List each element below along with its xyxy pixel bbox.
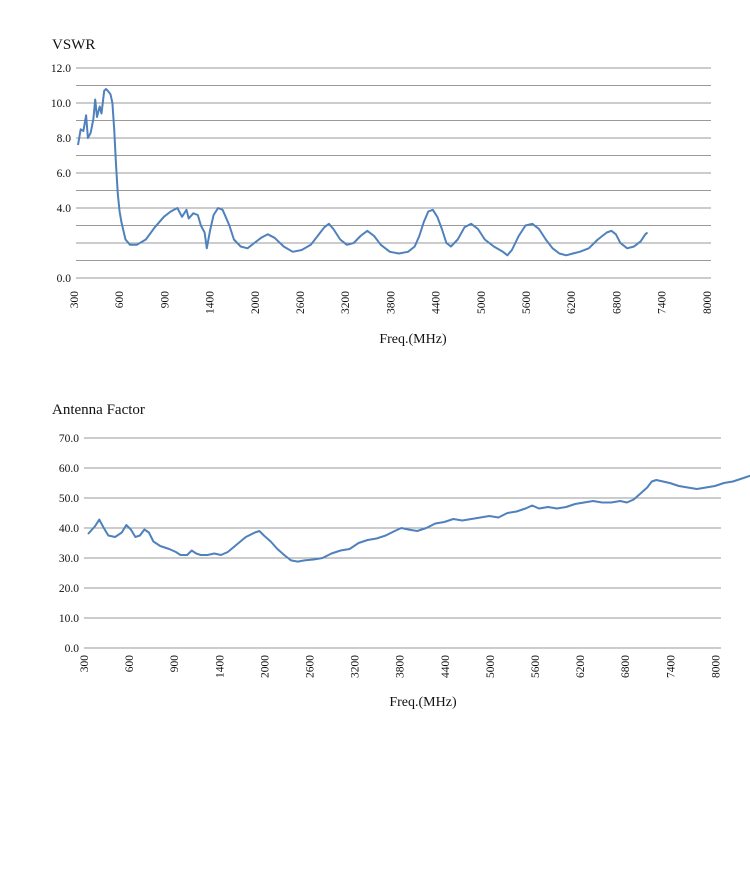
vswr-chart: VSWR 0.0 4.0 6.0 8.0 10.0 12.0 300 600 900 1400 2… — [51, 37, 714, 347]
c1-x-tick-label: 1400 — [205, 291, 217, 314]
c1-x-tick-label: 300 — [69, 291, 81, 309]
c2-y-tick-label: 40.0 — [59, 523, 79, 535]
c2-x-tick-label: 2000 — [259, 655, 271, 678]
c2-x-tick-label: 300 — [79, 655, 91, 673]
antenna-factor-x-axis-label: Freq.(MHz) — [389, 695, 457, 710]
c2-x-tick-label: 8000 — [710, 655, 722, 678]
c2-x-tick-label: 900 — [169, 655, 181, 673]
c2-y-tick-label: 50.0 — [59, 493, 79, 505]
c1-x-tick-label: 8000 — [702, 291, 714, 314]
c2-x-tick-label: 3200 — [350, 655, 362, 678]
antenna-factor-chart-title: Antenna Factor — [52, 402, 145, 418]
c1-y-tick-label: 10.0 — [51, 98, 71, 110]
antenna-factor-series-line — [87, 474, 750, 563]
c2-x-tick-label: 6800 — [620, 655, 632, 678]
c2-y-tick-label: 60.0 — [59, 463, 79, 475]
c1-y-tick-label: 6.0 — [57, 168, 72, 180]
c2-x-tick-label: 5600 — [530, 655, 542, 678]
c1-x-tick-label: 7400 — [657, 291, 669, 314]
c2-y-tick-label: 30.0 — [59, 553, 79, 565]
c2-y-tick-label: 20.0 — [59, 583, 79, 595]
c1-x-tick-label: 3800 — [385, 291, 397, 314]
c2-y-tick-label: 70.0 — [59, 433, 79, 445]
c1-x-tick-label: 5000 — [476, 291, 488, 314]
c1-y-tick-label: 0.0 — [57, 273, 72, 285]
c1-x-tick-label: 6200 — [566, 291, 578, 314]
vswr-chart-title: VSWR — [52, 37, 95, 53]
c2-x-tick-label: 1400 — [214, 655, 226, 678]
antenna-factor-x-tick-labels: 300 600 900 1400 2000 2600 3200 3800 4400 5000 560… — [79, 655, 722, 678]
c1-y-tick-label: 8.0 — [57, 133, 72, 145]
antenna-factor-y-tick-labels: 0.0 10.0 20.0 30.0 40.0 50.0 60.0 70.0 — [59, 433, 79, 655]
c2-y-tick-label: 10.0 — [59, 613, 79, 625]
vswr-y-tick-labels: 0.0 4.0 6.0 8.0 10.0 12.0 — [51, 63, 71, 285]
c2-x-tick-label: 2600 — [305, 655, 317, 678]
c1-x-tick-label: 2000 — [250, 291, 262, 314]
c1-x-tick-label: 600 — [114, 291, 126, 309]
c1-y-tick-label: 4.0 — [57, 203, 72, 215]
antenna-factor-gridlines — [84, 437, 721, 649]
antenna-factor-chart: Antenna Factor 0.0 10.0 20.0 30.0 40.0 50.0 60… — [52, 402, 750, 710]
c2-x-tick-label: 3800 — [395, 655, 407, 678]
vswr-gridlines — [76, 67, 711, 279]
c2-x-tick-label: 5000 — [485, 655, 497, 678]
c2-y-tick-label: 0.0 — [65, 643, 80, 655]
c1-x-tick-label: 5600 — [521, 291, 533, 314]
c2-x-tick-label: 600 — [124, 655, 136, 673]
c2-x-tick-label: 7400 — [665, 655, 677, 678]
c1-x-tick-label: 6800 — [611, 291, 623, 314]
c2-x-tick-label: 4400 — [440, 655, 452, 678]
vswr-x-axis-label: Freq.(MHz) — [379, 332, 447, 347]
vswr-series-line — [77, 88, 649, 257]
c2-x-tick-label: 6200 — [575, 655, 587, 678]
c1-x-tick-label: 2600 — [295, 291, 307, 314]
c1-x-tick-label: 900 — [159, 291, 171, 309]
c1-x-tick-label: 4400 — [431, 291, 443, 314]
vswr-x-tick-labels: 300 600 900 1400 2000 2600 3200 3800 4400 5000 560… — [69, 291, 714, 314]
c1-y-tick-label: 12.0 — [51, 63, 71, 75]
c1-x-tick-label: 3200 — [340, 291, 352, 314]
